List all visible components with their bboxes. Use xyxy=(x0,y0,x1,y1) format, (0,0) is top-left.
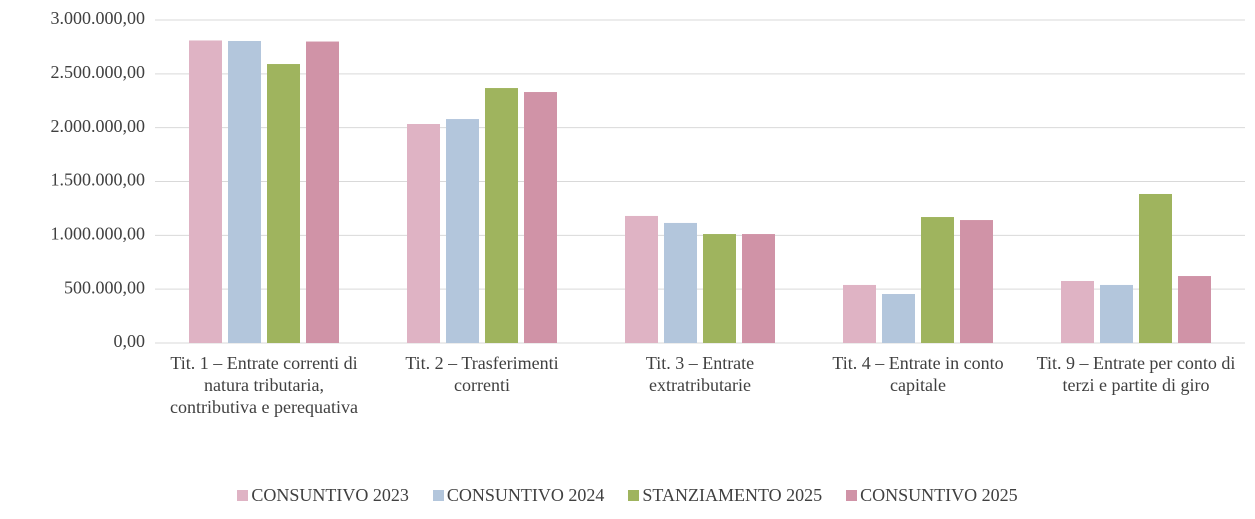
legend-item: STANZIAMENTO 2025 xyxy=(628,485,822,506)
x-tick-label: Tit. 4 – Entrate in conto capitale xyxy=(832,353,1004,395)
bar xyxy=(703,234,736,343)
legend-item: CONSUNTIVO 2024 xyxy=(432,485,605,506)
y-tick-label: 3.000.000,00 xyxy=(51,8,146,28)
legend-item: CONSUNTIVO 2023 xyxy=(237,485,409,506)
bar xyxy=(1139,193,1172,343)
bar xyxy=(306,41,339,344)
y-tick-label: 0,00 xyxy=(114,331,146,351)
bar xyxy=(446,119,479,343)
bar xyxy=(189,40,222,343)
bar xyxy=(921,217,954,343)
legend-label: CONSUNTIVO 2024 xyxy=(446,485,605,505)
legend-label: CONSUNTIVO 2025 xyxy=(860,485,1018,505)
y-tick-label: 1.500.000,00 xyxy=(51,170,146,190)
legend-swatch xyxy=(628,490,640,501)
y-tick-label: 500.000,00 xyxy=(64,277,145,297)
legend-swatch xyxy=(237,490,249,501)
bar xyxy=(228,40,261,344)
legend-swatch xyxy=(846,490,858,501)
bar xyxy=(485,88,518,343)
bar xyxy=(267,64,300,343)
bar xyxy=(524,92,557,344)
bar xyxy=(960,220,993,343)
legend-item: CONSUNTIVO 2025 xyxy=(846,485,1018,506)
x-tick-label: Tit. 9 – Entrate per conto di terzi e pa… xyxy=(1036,353,1236,395)
legend-swatch xyxy=(432,490,444,501)
bar xyxy=(742,234,775,343)
bar xyxy=(882,294,915,343)
bar xyxy=(843,284,876,343)
bar xyxy=(1100,284,1133,343)
legend-label: CONSUNTIVO 2023 xyxy=(251,485,409,505)
y-tick-label: 2.500.000,00 xyxy=(51,62,146,82)
bar xyxy=(407,124,440,343)
bar xyxy=(625,215,658,343)
legend: CONSUNTIVO 2023 CONSUNTIVO 2024 STANZIAMEN… xyxy=(0,485,1255,506)
x-tick-label: Tit. 2 – Trasferimenti correnti xyxy=(405,353,559,395)
y-tick-label: 1.000.000,00 xyxy=(51,223,146,243)
x-tick-label: Tit. 1 – Entrate correnti di natura trib… xyxy=(170,353,358,417)
bar xyxy=(664,222,697,343)
bar xyxy=(1061,280,1094,343)
x-tick-label: Tit. 3 – Entrate extratributarie xyxy=(645,353,755,395)
y-tick-label: 2.000.000,00 xyxy=(51,116,146,136)
legend-label: STANZIAMENTO 2025 xyxy=(642,485,823,505)
bar xyxy=(1178,276,1211,343)
